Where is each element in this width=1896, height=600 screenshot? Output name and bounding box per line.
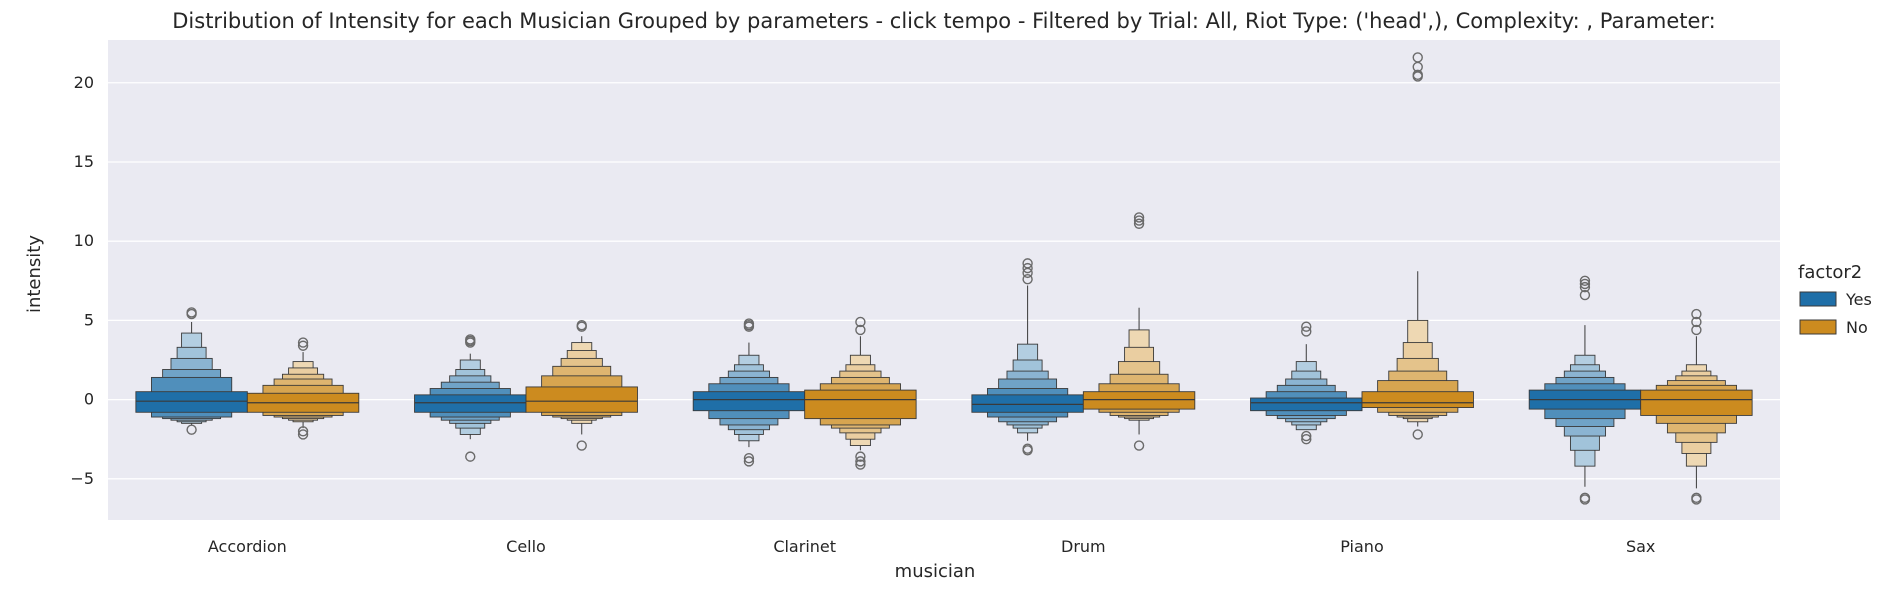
outlier-point (1022, 443, 1033, 454)
outlier-point (1691, 324, 1702, 336)
outlier-point (743, 318, 755, 329)
boxen-level-box (1640, 389, 1753, 416)
boxen-level-box (1250, 397, 1363, 412)
x-tick-labels: Accordion Cello Clarinet Drum Piano Sax (208, 537, 1655, 556)
outlier-point (1133, 212, 1145, 223)
x-tick-label: Drum (1061, 537, 1106, 556)
outlier-point (743, 453, 755, 464)
outlier-point (1579, 289, 1591, 301)
legend-label-yes: Yes (1845, 290, 1872, 309)
boxen-level-box (971, 394, 1084, 413)
outlier-point (1022, 258, 1033, 269)
legend-title: factor2 (1798, 262, 1862, 283)
boxen-yes-sax (1528, 275, 1642, 505)
boxen-yes-cello (414, 334, 527, 462)
outlier-point (855, 451, 866, 462)
grid-lines (108, 82, 1780, 480)
y-tick-label: 10 (74, 231, 94, 250)
legend: factor2 Yes No (1798, 262, 1872, 337)
outlier-point (465, 334, 476, 345)
outlier-point (1691, 492, 1702, 504)
legend-label-no: No (1846, 318, 1868, 337)
boxen-yes-accordion (135, 307, 248, 435)
outlier-point (186, 307, 197, 318)
x-tick-label: Accordion (208, 537, 287, 556)
x-tick-label: Clarinet (773, 537, 836, 556)
outlier-point (297, 340, 309, 351)
y-tick-label: −5 (70, 469, 94, 488)
outlier-point (297, 426, 309, 437)
boxen-level-box (135, 391, 248, 413)
outlier-point (1579, 281, 1591, 293)
y-tick-label: 0 (84, 390, 94, 409)
y-tick-labels: −5 0 5 10 15 20 (70, 73, 94, 488)
boxen-yes-drum (971, 258, 1084, 456)
y-tick-label: 15 (74, 152, 94, 171)
outlier-point (855, 316, 866, 328)
outlier-point (855, 456, 866, 467)
outlier-point (1579, 275, 1591, 286)
outlier-point (1412, 429, 1423, 440)
x-tick-label: Piano (1340, 537, 1383, 556)
outlier-point (465, 451, 476, 462)
outlier-point (1412, 69, 1423, 81)
outlier-point (855, 324, 866, 336)
legend-swatch-yes (1799, 291, 1837, 307)
outlier-point (1691, 308, 1702, 320)
outlier-point (576, 319, 587, 331)
boxen-no-piano (1361, 52, 1474, 440)
boxen-no-drum (1082, 212, 1196, 451)
y-axis-label: intensity (24, 235, 45, 313)
outlier-point (1301, 321, 1312, 332)
outlier-point (186, 424, 197, 435)
outlier-point (1579, 492, 1591, 504)
boxen-no-clarinet (804, 316, 917, 470)
boxen-level-box (414, 394, 527, 413)
x-tick-label: Cello (506, 537, 546, 556)
boxen-level-box (692, 391, 806, 412)
boxen-level-box (525, 386, 638, 413)
outlier-point (1133, 440, 1145, 451)
outlier-point (1579, 278, 1591, 290)
legend-swatch-no (1799, 319, 1837, 335)
outlier-point (1412, 52, 1423, 63)
boxen-marks (135, 52, 1753, 505)
outlier-point (1022, 262, 1033, 274)
outlier-point (1133, 218, 1145, 229)
chart-title: Distribution of Intensity for each Music… (172, 9, 1715, 33)
outlier-point (1301, 434, 1312, 445)
boxen-level-box (1082, 391, 1196, 410)
boxen-level-box (804, 389, 917, 420)
outlier-point (297, 337, 309, 348)
boxen-level-box (1361, 391, 1474, 408)
boxen-no-accordion (246, 337, 360, 440)
boxen-yes-clarinet (692, 318, 806, 467)
outlier-point (1301, 326, 1312, 337)
plot-background (108, 40, 1780, 520)
outlier-point (1301, 430, 1312, 442)
x-tick-label: Sax (1626, 537, 1655, 556)
y-tick-label: 20 (74, 73, 94, 92)
boxen-no-cello (525, 319, 638, 451)
outlier-point (1133, 215, 1145, 226)
outlier-point (1691, 316, 1702, 328)
x-axis-label: musician (895, 561, 976, 582)
outlier-point (855, 459, 866, 470)
boxen-no-sax (1640, 308, 1753, 505)
outlier-point (1022, 274, 1033, 285)
outlier-point (743, 456, 755, 467)
outlier-point (297, 429, 309, 440)
y-tick-label: 5 (84, 310, 94, 329)
outlier-point (576, 440, 587, 451)
boxen-yes-piano (1250, 321, 1363, 445)
